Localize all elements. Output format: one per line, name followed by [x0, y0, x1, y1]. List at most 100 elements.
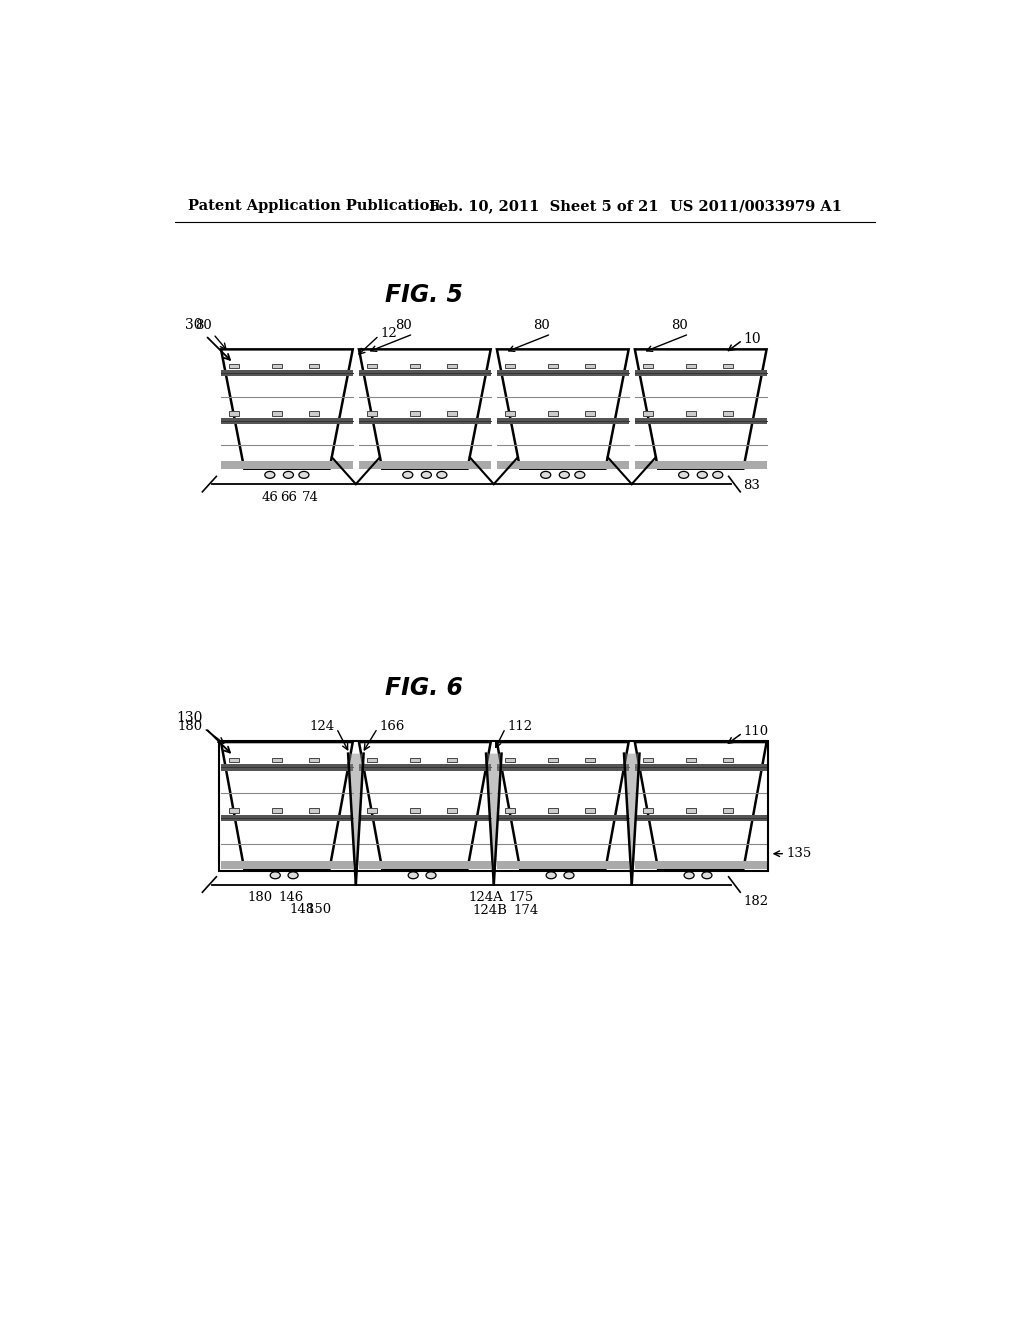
- Polygon shape: [635, 370, 767, 376]
- Text: 182: 182: [743, 895, 768, 908]
- FancyBboxPatch shape: [586, 808, 595, 813]
- Polygon shape: [348, 754, 364, 884]
- Text: 66: 66: [280, 491, 297, 504]
- Text: 148: 148: [290, 903, 315, 916]
- Ellipse shape: [559, 471, 569, 478]
- Text: FIG. 6: FIG. 6: [385, 676, 463, 700]
- Text: 74: 74: [302, 491, 318, 504]
- FancyBboxPatch shape: [367, 808, 377, 813]
- FancyBboxPatch shape: [272, 758, 283, 762]
- Polygon shape: [221, 816, 352, 821]
- Polygon shape: [221, 418, 352, 424]
- Ellipse shape: [679, 471, 689, 478]
- FancyBboxPatch shape: [272, 364, 283, 368]
- FancyBboxPatch shape: [228, 364, 239, 368]
- Polygon shape: [359, 742, 490, 869]
- Ellipse shape: [402, 471, 413, 478]
- Polygon shape: [624, 754, 640, 884]
- Ellipse shape: [541, 471, 551, 478]
- Polygon shape: [497, 742, 629, 869]
- FancyBboxPatch shape: [505, 412, 515, 416]
- Ellipse shape: [265, 471, 274, 478]
- Ellipse shape: [701, 871, 712, 879]
- Polygon shape: [635, 816, 767, 821]
- Text: 80: 80: [195, 319, 212, 333]
- FancyBboxPatch shape: [309, 412, 319, 416]
- Text: FIG. 5: FIG. 5: [385, 284, 463, 308]
- FancyBboxPatch shape: [686, 758, 696, 762]
- Polygon shape: [497, 350, 629, 469]
- Text: 175: 175: [508, 891, 534, 904]
- Text: 180: 180: [247, 891, 272, 904]
- Polygon shape: [497, 370, 629, 376]
- Ellipse shape: [270, 871, 281, 879]
- Polygon shape: [221, 742, 352, 869]
- FancyBboxPatch shape: [586, 412, 595, 416]
- FancyBboxPatch shape: [643, 412, 652, 416]
- Text: 46: 46: [261, 491, 279, 504]
- Polygon shape: [359, 461, 490, 469]
- Text: 10: 10: [743, 331, 761, 346]
- FancyBboxPatch shape: [410, 412, 420, 416]
- Ellipse shape: [437, 471, 446, 478]
- Ellipse shape: [426, 871, 436, 879]
- Ellipse shape: [546, 871, 556, 879]
- Text: 30: 30: [185, 318, 203, 333]
- Text: 80: 80: [671, 319, 687, 333]
- FancyBboxPatch shape: [643, 758, 652, 762]
- Ellipse shape: [713, 471, 723, 478]
- FancyBboxPatch shape: [686, 364, 696, 368]
- Ellipse shape: [684, 871, 694, 879]
- Polygon shape: [635, 461, 767, 469]
- FancyBboxPatch shape: [309, 364, 319, 368]
- FancyBboxPatch shape: [309, 808, 319, 813]
- FancyBboxPatch shape: [505, 758, 515, 762]
- Text: 12: 12: [381, 327, 397, 341]
- Polygon shape: [359, 816, 490, 821]
- Ellipse shape: [564, 871, 574, 879]
- Text: Patent Application Publication: Patent Application Publication: [188, 199, 440, 213]
- FancyBboxPatch shape: [447, 412, 458, 416]
- Text: 150: 150: [307, 903, 332, 916]
- FancyBboxPatch shape: [228, 808, 239, 813]
- Text: 124A: 124A: [469, 891, 504, 904]
- FancyBboxPatch shape: [228, 412, 239, 416]
- Polygon shape: [497, 816, 629, 821]
- FancyBboxPatch shape: [686, 808, 696, 813]
- Bar: [219, 741, 768, 871]
- Text: 130: 130: [176, 711, 203, 725]
- Polygon shape: [221, 862, 352, 869]
- FancyBboxPatch shape: [586, 758, 595, 762]
- Ellipse shape: [697, 471, 708, 478]
- Polygon shape: [359, 350, 490, 469]
- FancyBboxPatch shape: [447, 364, 458, 368]
- Polygon shape: [497, 461, 629, 469]
- FancyBboxPatch shape: [548, 412, 558, 416]
- Polygon shape: [221, 350, 352, 469]
- FancyBboxPatch shape: [367, 364, 377, 368]
- FancyBboxPatch shape: [505, 808, 515, 813]
- FancyBboxPatch shape: [228, 758, 239, 762]
- Ellipse shape: [409, 871, 418, 879]
- Text: 110: 110: [743, 725, 768, 738]
- FancyBboxPatch shape: [723, 364, 733, 368]
- FancyBboxPatch shape: [272, 412, 283, 416]
- Text: Feb. 10, 2011  Sheet 5 of 21: Feb. 10, 2011 Sheet 5 of 21: [429, 199, 658, 213]
- Polygon shape: [497, 862, 629, 869]
- Polygon shape: [359, 764, 490, 771]
- Text: 146: 146: [279, 891, 303, 904]
- Ellipse shape: [284, 471, 294, 478]
- Polygon shape: [221, 764, 352, 771]
- Ellipse shape: [421, 471, 431, 478]
- FancyBboxPatch shape: [367, 758, 377, 762]
- FancyBboxPatch shape: [686, 412, 696, 416]
- FancyBboxPatch shape: [723, 412, 733, 416]
- FancyBboxPatch shape: [410, 808, 420, 813]
- Text: 135: 135: [786, 847, 812, 861]
- Text: 174: 174: [514, 904, 539, 917]
- FancyBboxPatch shape: [447, 808, 458, 813]
- Text: 124B: 124B: [472, 904, 507, 917]
- FancyBboxPatch shape: [410, 364, 420, 368]
- FancyBboxPatch shape: [410, 758, 420, 762]
- Polygon shape: [635, 764, 767, 771]
